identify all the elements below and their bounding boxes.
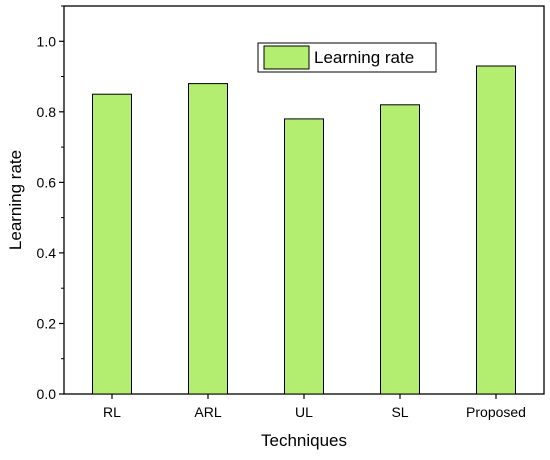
bar-rl (92, 93, 132, 395)
y-tick-label: 0.2 (37, 316, 57, 332)
legend-swatch (263, 45, 310, 70)
x-tick-label: UL (295, 404, 313, 420)
y-tick-label: 0.0 (37, 386, 57, 402)
bars-group (92, 65, 516, 395)
y-tick-label: 0.4 (37, 245, 57, 261)
bar-arl (188, 83, 228, 395)
y-tick-label: 1.0 (37, 33, 57, 49)
bar-proposed (476, 65, 516, 395)
x-tick-label: ARL (194, 404, 221, 420)
legend-label: Learning rate (314, 48, 414, 67)
y-axis-ticks: 0.0 0.2 0.4 0.6 0.8 1.0 (37, 5, 64, 402)
legend: Learning rate (257, 42, 437, 73)
x-tick-label: RL (103, 404, 121, 420)
bar-sl (380, 104, 420, 395)
x-tick-label: Proposed (466, 404, 526, 420)
x-axis-title: Techniques (261, 431, 347, 450)
bar-ul (284, 118, 324, 395)
y-tick-label: 0.8 (37, 104, 57, 120)
x-tick-label: SL (391, 404, 408, 420)
x-axis-ticks: RL ARL UL SL Proposed (103, 394, 526, 420)
y-axis-title: Learning rate (6, 150, 25, 250)
y-tick-label: 0.6 (37, 174, 57, 190)
